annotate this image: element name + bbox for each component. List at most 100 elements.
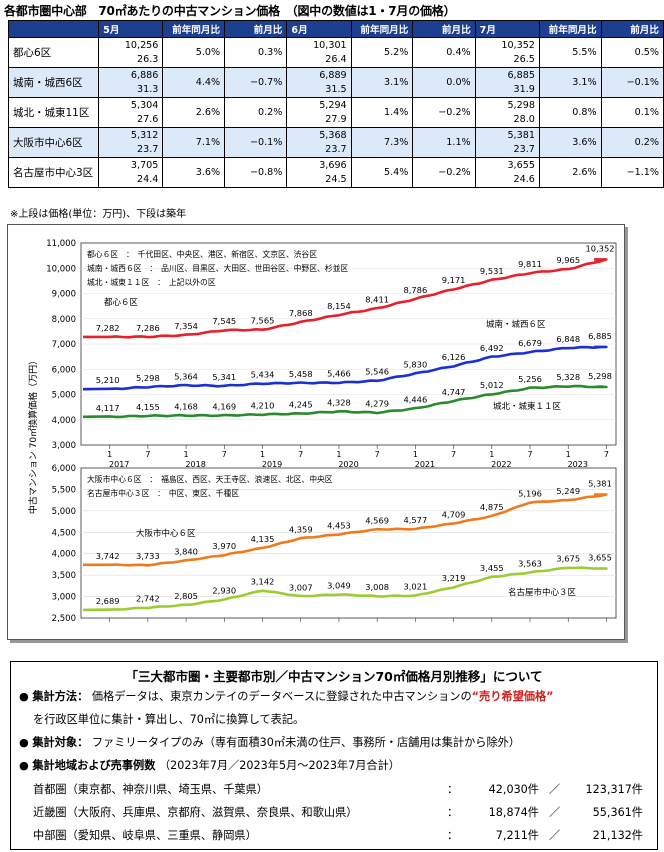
age-cell: 28.0 [474, 112, 540, 128]
price-cell: 6,886 [98, 67, 164, 83]
mom-cell: −0.2% [412, 157, 476, 188]
header-month-7: 7月 [474, 20, 540, 38]
data-label: 7,354 [174, 321, 198, 331]
data-label: 5,830 [403, 360, 427, 370]
series-annotation: 都心６区 [104, 298, 139, 308]
x-tick-label: 7 [298, 450, 303, 459]
region-name: 首都圏（東京都、神奈川県、埼玉県、千葉県） [33, 783, 268, 796]
data-label: 4,155 [136, 402, 160, 412]
price-cell: 6,889 [286, 67, 352, 83]
mom-cell: 0.3% [224, 37, 288, 68]
header-yoy: 前年同月比 [162, 20, 226, 38]
age-cell: 23.7 [474, 142, 540, 158]
mom-cell: 1.1% [412, 127, 476, 158]
table-row: 城北・城東11区 5,304 2.6% 0.2% 5,294 1.4% −0.2% 5,298… [7, 97, 664, 128]
data-label: 4,117 [96, 403, 120, 413]
data-label: 4,328 [327, 397, 351, 407]
region-count-total: 55,361件 [592, 806, 643, 819]
page-title: 各都市圏中心部 70㎡あたりの中古マンション価格 （図中の数値は1・7月の価格） [4, 4, 456, 18]
data-label: 3,742 [96, 551, 120, 561]
data-label: 4,359 [289, 524, 313, 534]
age-cell: 31.5 [286, 82, 352, 98]
data-label: 3,008 [365, 582, 389, 592]
age-cell: 27.6 [98, 112, 164, 128]
x-tick-label: 7 [604, 450, 609, 459]
row-name: 大阪市中心6区 [7, 127, 100, 158]
y-tick-label: 4,000 [52, 416, 76, 426]
data-label: 4,446 [403, 394, 427, 404]
header-mom: 前月比 [412, 20, 476, 38]
row-name: 城北・城東11区 [7, 97, 100, 128]
bullet: ● [19, 759, 29, 772]
age-cell: 24.4 [98, 172, 164, 188]
data-label: 3,733 [136, 551, 160, 561]
table-note: ※上段は価格(単位：万円)、下段は築年 [10, 209, 187, 220]
data-label: 2,689 [96, 596, 120, 606]
data-label: 6,679 [518, 338, 542, 348]
year-label: 2022 [491, 460, 511, 469]
series-annotation: 大阪市中心６区 [136, 528, 196, 539]
data-label: 9,531 [480, 266, 504, 276]
data-label: 2,805 [174, 591, 198, 601]
yoy-cell: 0.8% [538, 97, 602, 128]
data-label: 3,675 [556, 554, 580, 564]
data-label: 6,492 [480, 343, 504, 353]
row-name: 名古屋市中心3区 [7, 157, 100, 188]
data-label: 2,930 [212, 586, 236, 596]
age-cell: 26.3 [98, 52, 164, 68]
yoy-cell: 5.5% [538, 37, 602, 68]
plot-area [80, 467, 617, 619]
year-label: 2018 [185, 460, 205, 469]
series-line [83, 493, 608, 567]
data-label: 9,811 [518, 259, 542, 269]
y-tick-label: 10,000 [46, 264, 76, 274]
data-label: 5,210 [96, 375, 120, 385]
mom-cell: −1.1% [600, 157, 664, 188]
y-tick-label: 3,000 [52, 441, 76, 451]
y-tick-label: 9,000 [52, 290, 76, 300]
bullet: ● [19, 690, 29, 703]
data-label: 5,298 [588, 371, 612, 381]
region-name: 中部圏（愛知県、岐阜県、三重県、静岡県） [33, 829, 257, 842]
yoy-cell: 2.6% [538, 157, 602, 188]
data-label: 7,282 [96, 323, 120, 333]
yoy-cell: 5.0% [162, 37, 226, 68]
data-label: 3,970 [212, 541, 236, 551]
yoy-cell: 2.6% [162, 97, 226, 128]
x-tick-label: 1 [260, 450, 265, 459]
age-cell: 26.4 [286, 52, 352, 68]
data-label: 6,885 [588, 331, 612, 341]
mom-cell: 0.2% [224, 97, 288, 128]
header-mom: 前月比 [600, 20, 664, 38]
table-row-sub: 27.6 27.9 28.0 [9, 112, 664, 128]
series-line [82, 384, 608, 419]
region-colon: ： [447, 806, 459, 819]
data-label: 7,545 [212, 316, 236, 326]
data-label: 5,458 [289, 369, 313, 379]
info-item-regions: ● 集計地域および売事例数 （2023年7月／2023年5月～2023年7月合計… [19, 757, 400, 773]
legend-entry: 城南・城西６区 ： 品川区、目黒区、大田区、世田谷区、中野区、杉並区 [87, 263, 348, 273]
age-cell: 31.3 [98, 82, 164, 98]
region-count-total: 123,317件 [585, 783, 643, 796]
data-label: 4,709 [442, 509, 466, 519]
data-label: 4,747 [442, 387, 466, 397]
mom-cell: −0.1% [224, 127, 288, 158]
data-label: 4,875 [480, 502, 504, 512]
yoy-cell: 1.4% [350, 97, 414, 128]
row-name: 城南・城西6区 [7, 67, 100, 98]
price-cell: 5,381 [474, 127, 540, 143]
header-month-5: 5月 [98, 20, 164, 38]
data-label: 4,168 [174, 402, 198, 412]
info-label: 集計方法： [32, 690, 89, 703]
price-cell: 3,655 [474, 157, 540, 173]
x-tick-label: 7 [222, 450, 227, 459]
info-text: 価格データは、東京カンテイのデータベースに登録された中古マンションの [91, 690, 472, 703]
y-tick-label: 3,500 [52, 571, 76, 581]
year-label: 2021 [415, 460, 435, 469]
age-cell: 31.9 [474, 82, 540, 98]
info-item-method-cont: を行政区単位に集計・算出し、70㎡に換算して表記。 [33, 713, 305, 726]
x-tick-label: 1 [566, 450, 571, 459]
yoy-cell: 5.4% [350, 157, 414, 188]
table-row-sub: 24.4 24.5 24.6 [9, 172, 664, 188]
data-label: 8,411 [365, 294, 389, 304]
